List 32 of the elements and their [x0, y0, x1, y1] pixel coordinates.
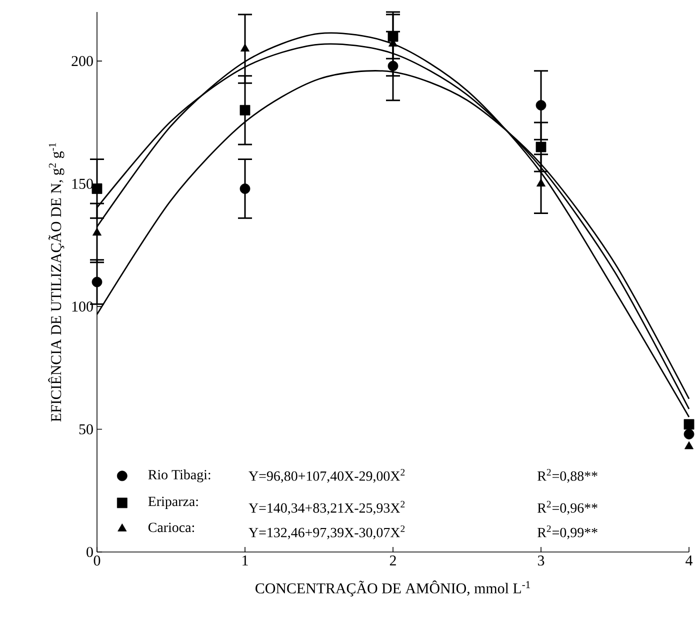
- x-tick-label: 0: [94, 556, 100, 566]
- point: [240, 104, 250, 116]
- y-axis-title: EFICIÊNCIA DE UTILIZAÇÃO DE N, g$^{2}$ g$^{-1}$: [48, 143, 64, 422]
- point: [240, 184, 250, 194]
- point: [684, 419, 694, 430]
- point: [388, 31, 398, 42]
- legend-label: Carioca:: [148, 522, 194, 532]
- annotation: R$^{2}$=0,99**: [538, 525, 598, 540]
- x-tick-label: 1: [242, 556, 248, 566]
- x-tick-label: 4: [686, 556, 693, 566]
- point: [240, 44, 250, 52]
- annotation: Y=140,34+83,21X-25,93X$^{2}$: [248, 500, 405, 515]
- annotation: Y=132,46+97,39X-30,07X$^{2}$: [248, 525, 405, 540]
- point: [684, 441, 694, 450]
- x-axis-title: CONCENTRAÇÃO DE AMÔNIO, mmol L$^{-1}$: [256, 580, 530, 596]
- x-tick-label: 2: [390, 556, 396, 566]
- y-tick-label: 150: [72, 178, 93, 189]
- point: [536, 142, 546, 152]
- annotation: R$^{2}$=0,88**: [538, 468, 598, 483]
- legend-label: Eriparza:: [148, 496, 198, 510]
- point: [684, 428, 694, 440]
- legend-label: Rio Tibagi:: [148, 470, 210, 482]
- y-tick-label: 200: [72, 56, 93, 66]
- y-tick-label: 100: [72, 302, 93, 312]
- point: [536, 100, 546, 110]
- y-tick-label: 0: [86, 546, 93, 558]
- annotation: R$^{2}$=0,96**: [538, 500, 598, 515]
- annotation: Y=96,80+107,40X-29,00X$^{2}$: [248, 468, 405, 483]
- x-tick-label: 3: [538, 556, 544, 566]
- point: [536, 178, 546, 187]
- y-tick-label: 50: [79, 424, 93, 434]
- point: [388, 60, 398, 72]
